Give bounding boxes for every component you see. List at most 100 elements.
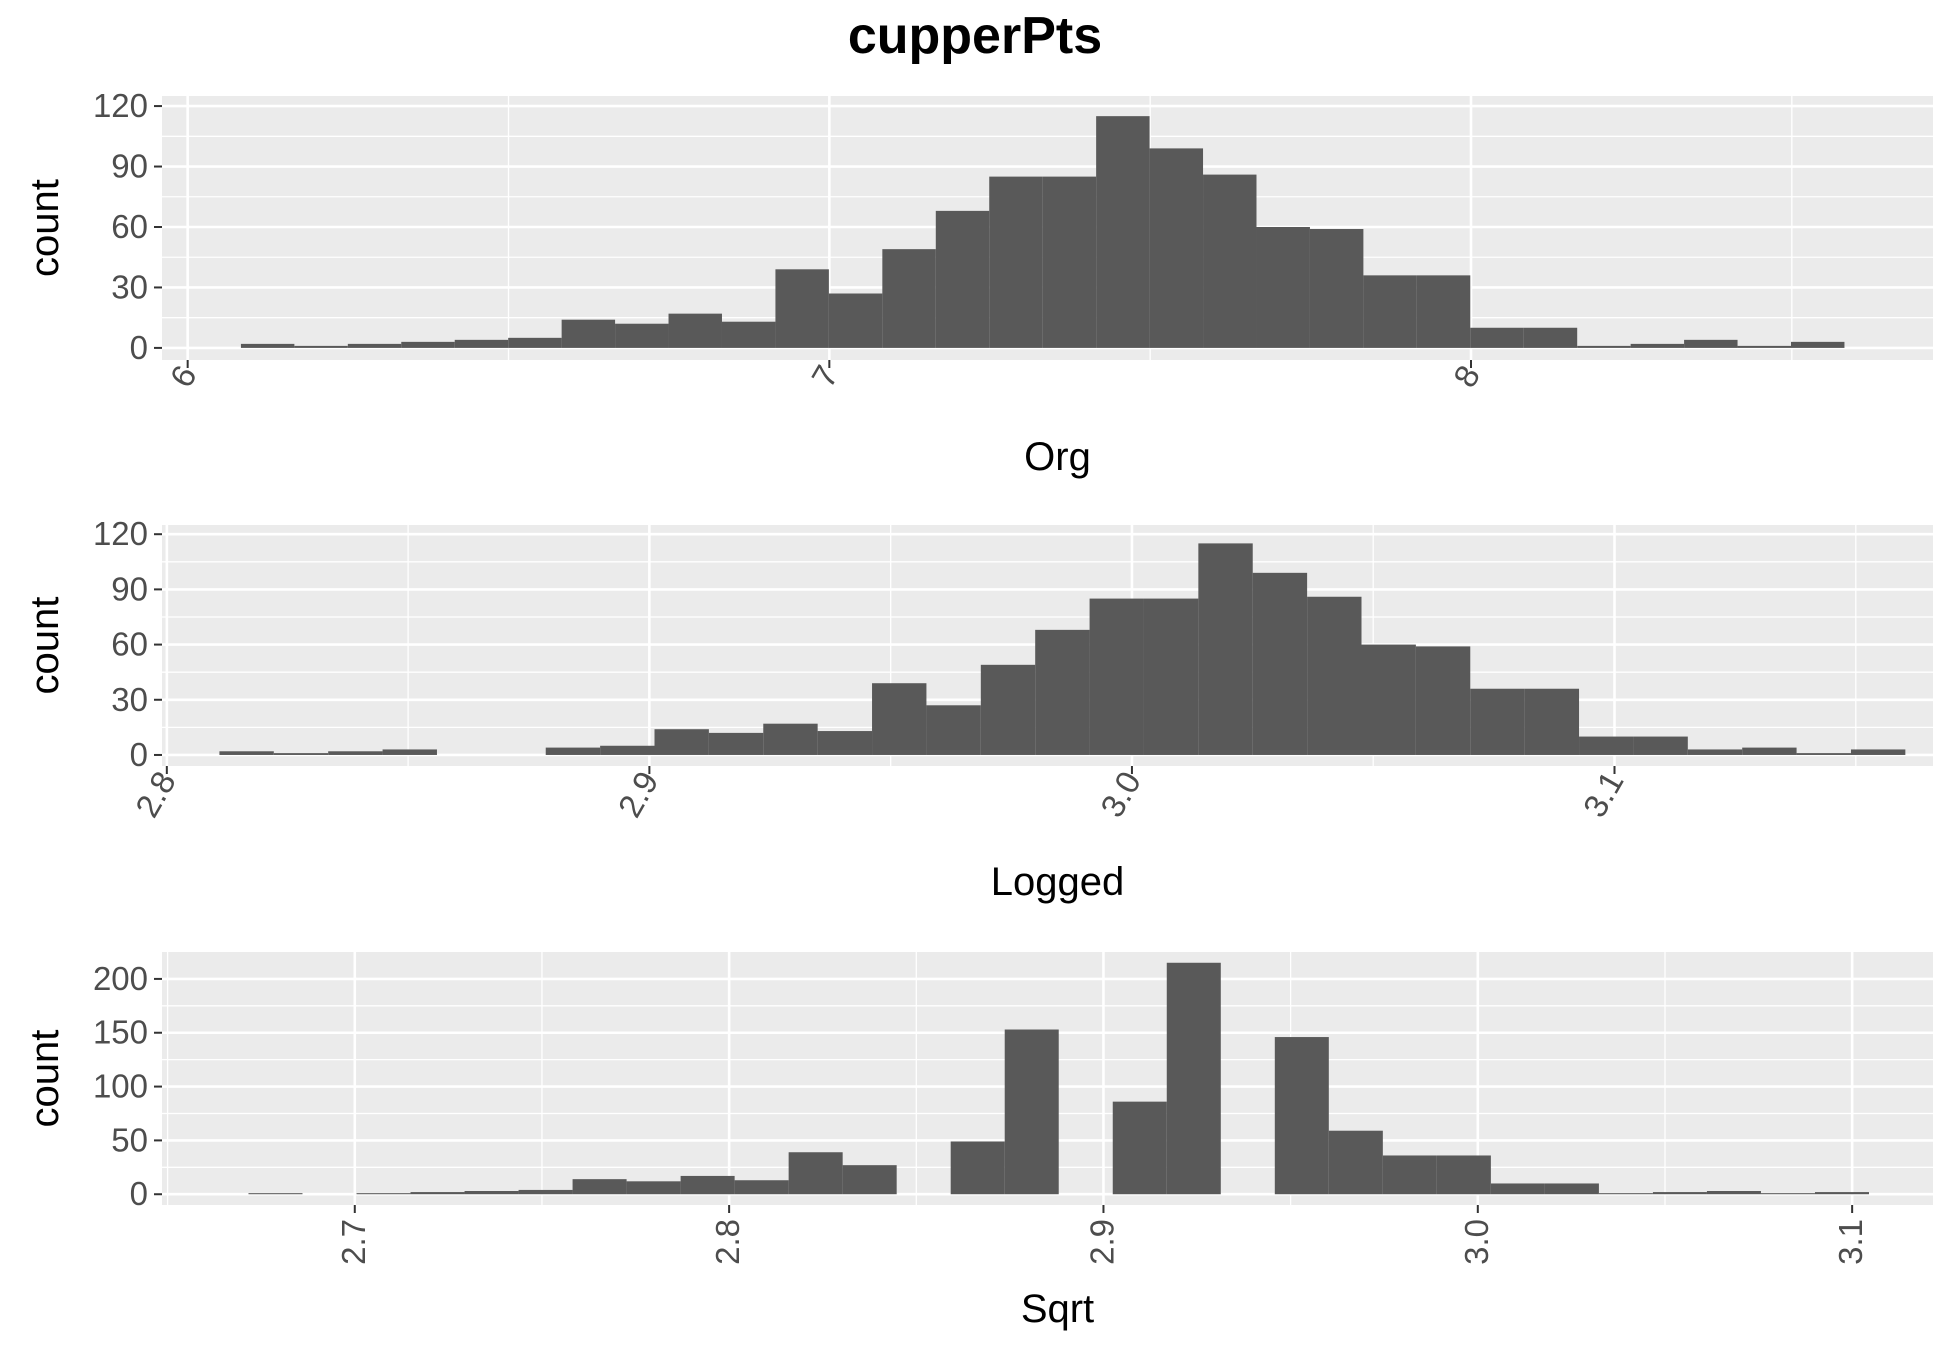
y-tick-label: 60 (111, 626, 148, 663)
histogram-bar (1633, 736, 1688, 755)
histogram-bar (1796, 753, 1851, 755)
histogram-bar (1274, 1037, 1329, 1195)
histogram-bar (382, 749, 437, 755)
histogram-bar (1203, 174, 1257, 348)
histogram-bar (545, 747, 601, 755)
histogram-bar (626, 1181, 681, 1195)
histogram-bar (401, 341, 455, 348)
histogram-bar (1524, 688, 1580, 755)
histogram-bar (1361, 644, 1416, 755)
y-tick-label: 0 (130, 1175, 148, 1212)
histogram-bar (464, 1191, 519, 1195)
histogram-bar (842, 1165, 897, 1195)
histogram-bar (240, 343, 295, 348)
histogram-bar (1684, 339, 1738, 348)
histogram-bar (1490, 1183, 1545, 1195)
histogram-bar (1415, 646, 1471, 755)
x-tick-label: 2.9 (610, 765, 665, 823)
histogram-bar (410, 1192, 465, 1195)
histogram-bar (1416, 275, 1471, 348)
y-tick-label: 60 (111, 208, 148, 245)
histogram-bar (347, 343, 402, 348)
y-axis-title: count (23, 179, 67, 277)
histogram-bar (926, 705, 981, 755)
histogram-bar (1198, 543, 1253, 755)
x-tick-label: 3.0 (1093, 765, 1148, 823)
histogram-bar (248, 1193, 303, 1195)
histogram-bar (817, 731, 873, 755)
x-tick-label: 2.8 (709, 1219, 746, 1265)
histogram-bar (1436, 1155, 1491, 1195)
panel-logged: 0 30 60 90 120 2.8 2.9 3.0 3.1 Logged count (23, 515, 1933, 904)
histogram-bar (1328, 1130, 1383, 1195)
y-tick-label: 0 (130, 329, 148, 366)
histogram-bar (1149, 148, 1204, 348)
histogram-bar (1706, 1191, 1761, 1195)
y-tick-label: 120 (93, 515, 148, 552)
histogram-bar (1363, 275, 1417, 348)
histogram-bar (1096, 116, 1150, 348)
y-tick-label: 90 (111, 570, 148, 607)
histogram-bar (1760, 1193, 1815, 1195)
histogram-bar (356, 1193, 411, 1195)
histogram-bar (872, 683, 927, 755)
histogram-bar (1470, 327, 1524, 348)
histogram-bar (1166, 962, 1221, 1195)
histogram-bar (734, 1180, 789, 1195)
histogram-bar (654, 729, 709, 755)
histogram-bar (518, 1189, 573, 1195)
histogram-bar (1382, 1155, 1437, 1195)
histogram-bar (1598, 1193, 1653, 1195)
histogram-bar (1523, 327, 1578, 348)
histogram-bar (1652, 1192, 1707, 1195)
x-tick-label: 6 (163, 359, 204, 393)
y-tick-label: 30 (111, 268, 148, 305)
histogram-bar (935, 210, 990, 348)
y-tick-label: 50 (111, 1121, 148, 1158)
histogram-bar (1850, 749, 1906, 755)
y-tick-label: 0 (130, 736, 148, 773)
histogram-bar (1307, 596, 1362, 755)
chart-title: cupperPts (847, 7, 1103, 65)
histogram-bar (1035, 629, 1090, 755)
histogram-bar (1470, 688, 1525, 755)
histogram-bar (788, 1152, 843, 1195)
x-tick-label: 2.7 (335, 1219, 372, 1265)
histogram-bar (950, 1141, 1005, 1195)
histogram-bar (294, 345, 348, 348)
histogram-bar (1089, 598, 1144, 755)
x-tick-label: 3.1 (1832, 1219, 1869, 1265)
histogram-bar (600, 745, 655, 755)
histogram-bar (1112, 1101, 1167, 1195)
histogram-bar (980, 664, 1036, 755)
histogram-bar (1814, 1192, 1869, 1195)
histogram-bar (1252, 572, 1308, 755)
histogram-bar (328, 751, 383, 755)
histogram-bar (615, 323, 669, 348)
histogram-bar (1742, 747, 1797, 755)
histogram-bar (1143, 598, 1199, 755)
histogram-bar (1544, 1183, 1599, 1195)
x-tick-label: 2.8 (128, 765, 183, 823)
histogram-bar (219, 751, 274, 755)
x-tick-label: 8 (1446, 359, 1487, 393)
y-axis-title: count (23, 1030, 67, 1128)
histogram-bar (828, 293, 883, 348)
histogram-bar (721, 321, 776, 348)
histogram-bar (680, 1175, 735, 1195)
x-axis-title: Org (1024, 435, 1091, 479)
histogram-bar (1004, 1029, 1059, 1195)
x-tick-label: 3.1 (1576, 765, 1631, 823)
panel-org: 0 30 60 90 120 6 7 8 Org count (23, 87, 1933, 479)
y-axis-title: count (23, 597, 67, 695)
histogram-bar (708, 732, 764, 755)
histogram-bar (1042, 176, 1097, 348)
histogram-bar (882, 249, 936, 348)
histogram-bar (1309, 229, 1364, 348)
histogram-bar (1577, 345, 1631, 348)
histogram-bar (1256, 226, 1310, 348)
histogram-bar (508, 337, 562, 348)
y-tick-label: 30 (111, 681, 148, 718)
histogram-bar (1790, 341, 1845, 348)
